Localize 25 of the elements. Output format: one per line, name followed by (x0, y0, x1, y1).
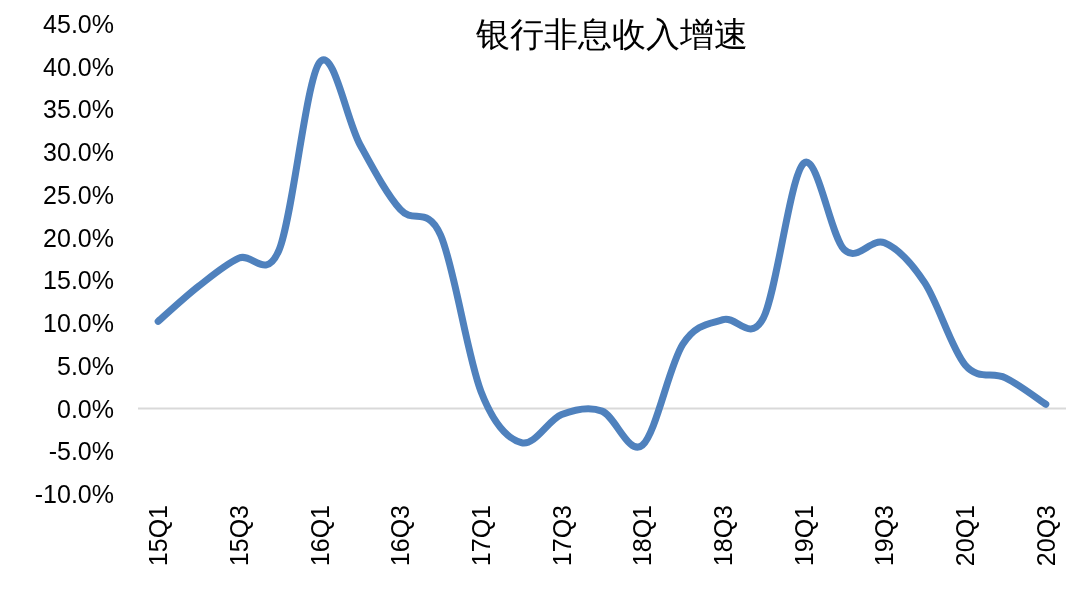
x-tick-label: 20Q3 (1031, 505, 1060, 567)
y-tick-label: -5.0% (48, 437, 114, 466)
x-tick-label: 19Q1 (789, 505, 818, 567)
y-tick-label: 25.0% (43, 180, 114, 209)
x-tick-label: 15Q3 (224, 505, 253, 567)
y-tick-label: 20.0% (43, 223, 114, 252)
x-tick-label: 17Q3 (547, 505, 576, 567)
x-tick-label: 18Q1 (628, 505, 657, 567)
x-tick-label: 20Q1 (951, 505, 980, 567)
y-tick-label: 15.0% (43, 266, 114, 295)
y-tick-label: 45.0% (43, 10, 114, 38)
y-tick-label: 30.0% (43, 138, 114, 167)
x-tick-label: 18Q3 (709, 505, 738, 567)
x-tick-label: 15Q1 (144, 505, 173, 567)
x-tick-label: 17Q1 (466, 505, 495, 567)
y-tick-label: 40.0% (43, 52, 114, 81)
chart-title: 银行非息收入增速 (475, 15, 748, 53)
x-tick-label: 16Q1 (305, 505, 334, 567)
x-tick-label: 16Q3 (386, 505, 415, 567)
y-tick-label: -10.0% (34, 480, 114, 508)
x-tick-label: 19Q3 (870, 505, 899, 567)
y-tick-label: 5.0% (57, 351, 114, 380)
y-tick-label: 10.0% (43, 309, 114, 338)
y-tick-label: 0.0% (57, 394, 114, 423)
y-tick-label: 35.0% (43, 95, 114, 124)
